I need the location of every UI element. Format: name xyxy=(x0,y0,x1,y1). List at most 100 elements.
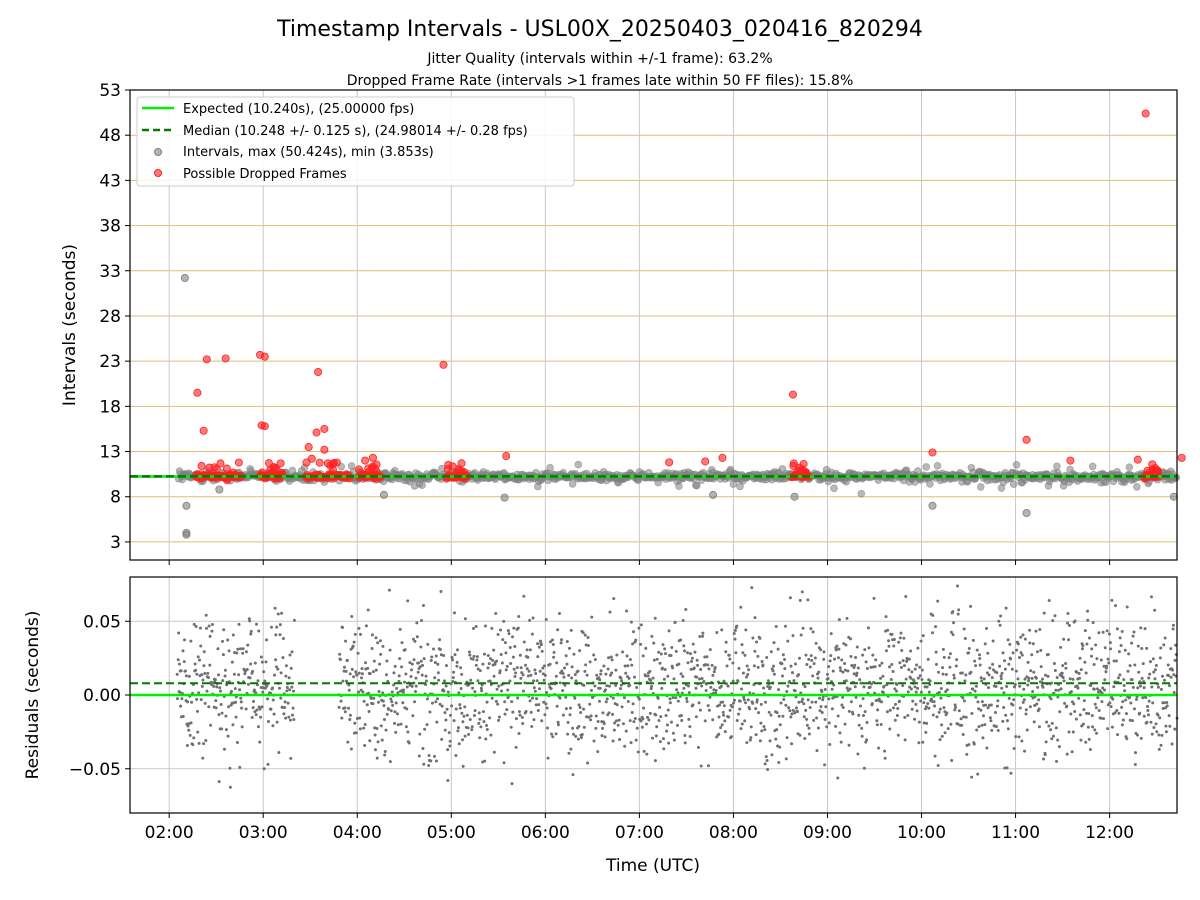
residual-point xyxy=(370,633,374,637)
residual-point xyxy=(962,627,966,631)
residual-point xyxy=(962,699,966,703)
residual-point xyxy=(986,651,990,655)
residual-point xyxy=(1001,719,1005,723)
residual-point xyxy=(934,650,938,654)
residual-point xyxy=(653,616,657,620)
residual-point xyxy=(1092,662,1096,666)
residual-point xyxy=(457,691,461,695)
residual-point xyxy=(987,673,991,677)
residual-point xyxy=(443,728,447,732)
residual-point xyxy=(805,717,809,721)
residual-point xyxy=(1100,700,1104,704)
residual-point xyxy=(866,626,870,630)
residual-point xyxy=(1145,646,1149,650)
residual-point xyxy=(812,718,816,722)
residual-point xyxy=(499,653,503,657)
residual-point xyxy=(636,750,640,754)
residual-point xyxy=(470,728,474,732)
residual-point xyxy=(644,674,648,678)
residual-point xyxy=(486,654,490,658)
residual-point xyxy=(602,664,606,668)
residual-point xyxy=(1162,701,1166,705)
residual-point xyxy=(375,756,379,760)
residual-point xyxy=(619,676,623,680)
residual-point xyxy=(1007,662,1011,666)
residual-point xyxy=(436,662,440,666)
residual-point xyxy=(910,670,914,674)
residual-point xyxy=(815,716,819,720)
interval-point xyxy=(692,481,701,490)
residual-point xyxy=(654,713,658,717)
residual-point xyxy=(661,737,665,741)
interval-outlier-point xyxy=(215,485,224,494)
residual-point xyxy=(465,713,469,717)
residual-point xyxy=(618,738,622,742)
residual-point xyxy=(1142,714,1146,718)
residual-point xyxy=(669,720,673,724)
residual-point xyxy=(645,752,649,756)
residual-point xyxy=(1138,711,1142,715)
residual-point xyxy=(784,703,788,707)
residual-point xyxy=(570,665,574,669)
residual-point xyxy=(255,708,259,712)
residual-point xyxy=(256,725,260,729)
residual-point xyxy=(387,707,391,711)
residual-point xyxy=(864,660,868,664)
dropped-frame-point xyxy=(1066,456,1075,465)
residual-point xyxy=(700,684,704,688)
residual-point xyxy=(724,650,728,654)
residual-point xyxy=(1080,647,1084,651)
residual-point xyxy=(1169,647,1173,651)
residual-point xyxy=(973,659,977,663)
residual-point xyxy=(609,655,613,659)
dropped-frame-point xyxy=(1141,109,1150,118)
residual-point xyxy=(287,715,291,719)
residual-point xyxy=(201,756,205,760)
residual-point xyxy=(844,643,848,647)
residual-point xyxy=(542,678,546,682)
residual-point xyxy=(453,653,457,657)
residual-point xyxy=(472,654,476,658)
residual-point xyxy=(732,701,736,705)
residual-point xyxy=(988,666,992,670)
residual-point xyxy=(1015,648,1019,652)
residual-point xyxy=(977,707,981,711)
residual-point xyxy=(855,671,859,675)
residual-point xyxy=(1133,763,1137,767)
residual-point xyxy=(565,639,569,643)
residual-point xyxy=(860,734,864,738)
residual-point xyxy=(997,619,1001,623)
residual-point xyxy=(855,645,859,649)
x-tick-label: 11:00 xyxy=(991,823,1040,843)
residual-point xyxy=(582,683,586,687)
residual-point xyxy=(534,671,538,675)
residual-point xyxy=(961,733,965,737)
residual-point xyxy=(1141,662,1145,666)
residual-point xyxy=(1021,633,1025,637)
residual-point xyxy=(977,653,981,657)
residual-point xyxy=(592,739,596,743)
residual-point xyxy=(414,676,418,680)
residual-point xyxy=(756,654,760,658)
residuals-panel: −0.050.000.05 02:00 03:00 04:00 05:00 06:00 0… xyxy=(23,576,1179,876)
residual-point xyxy=(373,726,377,730)
residual-point xyxy=(205,626,209,630)
residual-point xyxy=(399,722,403,726)
residual-point xyxy=(559,638,563,642)
y-tick-label: 23 xyxy=(99,352,121,372)
residual-point xyxy=(838,731,842,735)
residual-point xyxy=(376,740,380,744)
residual-point xyxy=(561,671,565,675)
legend-intervals-swatch xyxy=(154,148,162,156)
residual-point xyxy=(681,618,685,622)
residual-point xyxy=(825,672,829,676)
residual-point xyxy=(485,724,489,728)
residual-point xyxy=(374,668,378,672)
residual-point xyxy=(744,701,748,705)
residual-point xyxy=(733,628,737,632)
residual-point xyxy=(208,663,212,667)
residual-point xyxy=(251,669,255,673)
residual-point xyxy=(563,666,567,670)
residual-point xyxy=(627,676,631,680)
residual-point xyxy=(462,714,466,718)
